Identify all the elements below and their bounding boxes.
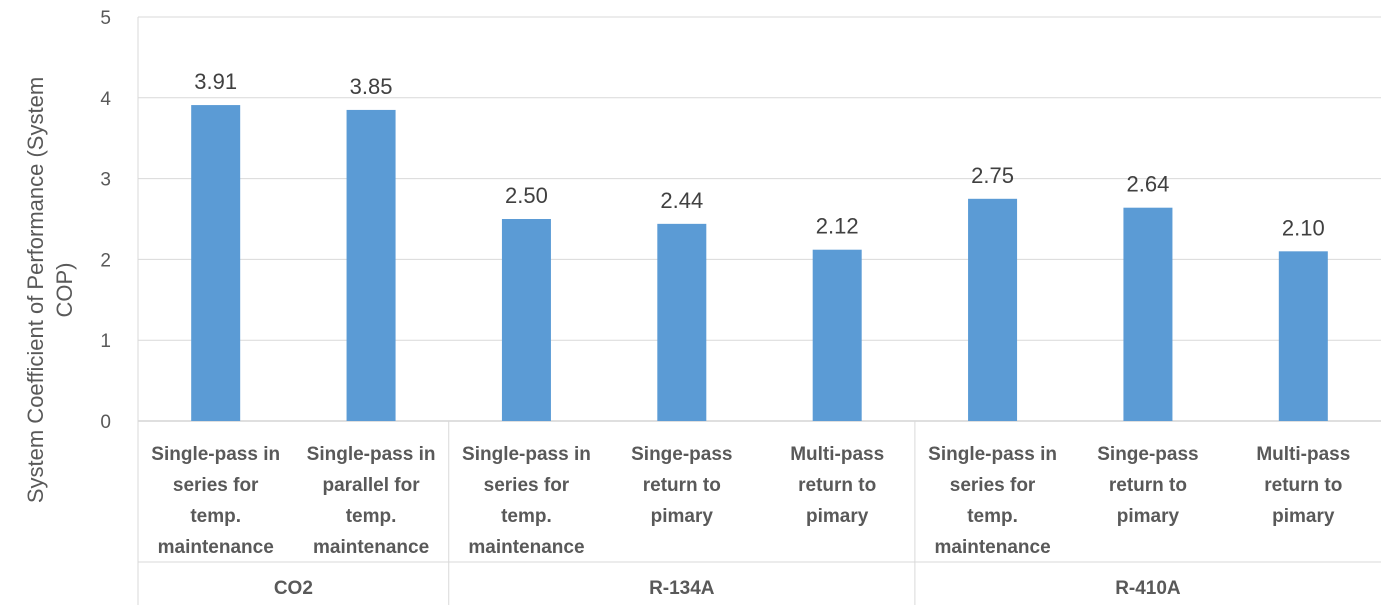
data-label: 3.85 <box>350 74 393 99</box>
x-group-label: R-410A <box>1115 578 1181 599</box>
data-label: 2.75 <box>971 163 1014 188</box>
x-group-label: R-134A <box>649 578 715 599</box>
bar <box>191 105 241 422</box>
data-label: 2.44 <box>660 188 703 213</box>
x-category-label: Single-pass in series for temp. maintenance <box>151 444 280 558</box>
x-category-label: Single-pass in parallel for temp. maintenan… <box>307 444 436 558</box>
gridlines <box>138 16 1381 422</box>
x-category-label: Multi-pass return to pimary <box>790 444 884 527</box>
x-category-label: Single-pass in series for temp. maintenance <box>462 444 591 558</box>
bars <box>191 105 1328 422</box>
y-axis-ticks: 0 1 2 3 4 5 <box>100 8 111 433</box>
data-label: 2.12 <box>816 214 859 239</box>
y-tick-label: 1 <box>100 331 111 352</box>
bar <box>501 219 551 421</box>
data-label: 2.50 <box>505 183 548 208</box>
x-group-label: CO2 <box>274 578 313 599</box>
bar <box>968 198 1018 421</box>
x-category-label: Singe-pass return to pimary <box>631 444 732 527</box>
y-axis-title-line-1: System Coefficient of Performance (Syste… <box>23 77 48 503</box>
y-tick-label: 5 <box>100 8 111 29</box>
y-axis-label: System Coefficient of Performance (Syste… <box>23 77 77 503</box>
x-category-label: Singe-pass return to pimary <box>1097 444 1198 527</box>
bar <box>1123 207 1173 421</box>
y-axis-title-line-2: COP) <box>52 263 77 318</box>
data-label: 3.91 <box>194 69 237 94</box>
bar <box>1278 251 1328 421</box>
bar <box>657 223 707 421</box>
x-axis: Single-pass in series for temp. maintenance… <box>137 17 1381 605</box>
bar <box>812 249 862 421</box>
y-tick-label: 3 <box>100 170 111 191</box>
y-tick-label: 2 <box>100 250 111 271</box>
bar <box>346 109 396 422</box>
data-label: 2.64 <box>1127 172 1170 197</box>
x-category-label: Single-pass in series for temp. maintenance <box>928 444 1057 558</box>
data-labels: 3.91 3.85 2.50 2.44 2.12 2.75 2.64 2.10 <box>194 69 1324 240</box>
y-tick-label: 4 <box>100 89 111 110</box>
x-category-label: Multi-pass return to pimary <box>1256 444 1350 527</box>
data-label: 2.10 <box>1282 215 1325 240</box>
y-tick-label: 0 <box>100 412 111 433</box>
